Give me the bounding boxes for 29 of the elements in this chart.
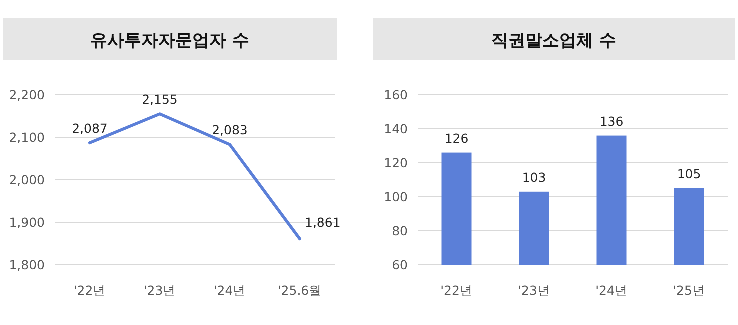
data-label: 2,155 bbox=[142, 92, 178, 108]
x-tick-label: '24년 bbox=[214, 283, 246, 298]
y-tick-label: 2,200 bbox=[9, 88, 46, 102]
y-tick-label: 100 bbox=[384, 190, 408, 204]
data-label: 126 bbox=[444, 130, 469, 146]
y-tick-label: 60 bbox=[392, 258, 408, 272]
x-tick-label: '22년 bbox=[74, 283, 106, 298]
x-tick-label: '24년 bbox=[596, 283, 628, 298]
y-tick-label: 160 bbox=[384, 88, 408, 102]
x-tick-label: '25년 bbox=[673, 283, 706, 298]
chart-title: 직권말소업체 수 bbox=[492, 31, 616, 51]
y-tick-label: 120 bbox=[384, 156, 408, 170]
x-tick-label: '23년 bbox=[144, 283, 176, 298]
x-tick-label: '22년 bbox=[440, 283, 473, 298]
data-label: 105 bbox=[677, 166, 702, 182]
data-label: 2,087 bbox=[72, 121, 108, 136]
data-label: 1,861 bbox=[305, 215, 341, 230]
data-label: 136 bbox=[600, 114, 624, 129]
y-tick-label: 2,000 bbox=[9, 172, 46, 188]
data-label: 103 bbox=[522, 170, 546, 185]
y-tick-label: 1,800 bbox=[9, 258, 46, 272]
y-tick-label: 2,100 bbox=[9, 130, 46, 145]
y-tick-label: 80 bbox=[392, 224, 408, 238]
data-label: 2,083 bbox=[212, 122, 248, 138]
y-tick-label: 1,900 bbox=[9, 215, 46, 230]
chart-title: 유사투자자문업자 수 bbox=[90, 31, 250, 51]
x-tick-label: '23년 bbox=[518, 283, 550, 298]
y-tick-label: 140 bbox=[384, 122, 408, 136]
x-tick-label: '25.6월 bbox=[278, 283, 322, 298]
